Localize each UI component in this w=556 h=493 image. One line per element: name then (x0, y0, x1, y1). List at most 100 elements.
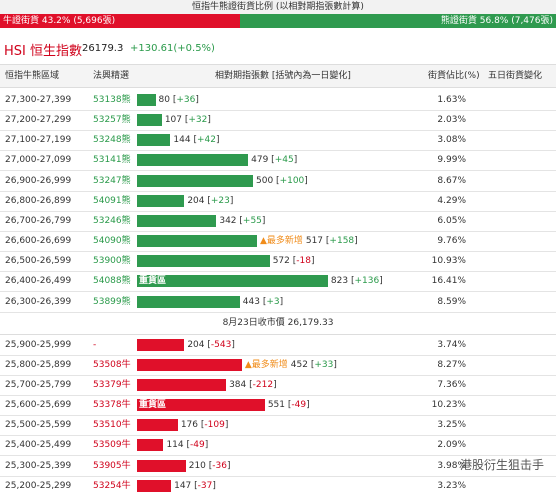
count-label: ▲最多新增 452 [+33] (244, 359, 337, 370)
range: 25,800-25,899 (5, 359, 72, 370)
count: 204 (187, 339, 205, 350)
range: 26,700-26,799 (5, 215, 72, 226)
table-row: 25,700-25,799 53379牛 384 [-212] 7.36% (0, 375, 556, 396)
index-value: 26179.3 (82, 43, 124, 54)
count-bar (137, 214, 217, 227)
count: 80 (158, 95, 170, 105)
new-tag: ▲最多新增 (259, 236, 303, 247)
count-label: 479 [+45] (251, 155, 298, 166)
pct: 3.25% (437, 420, 466, 431)
pct: 8.59% (437, 296, 466, 307)
bull-label: 牛證街貨 43.2% (5,696張) (3, 16, 116, 26)
column-header: 恒指牛熊區域 (5, 71, 60, 81)
change: -109 (204, 420, 225, 431)
count-bar (137, 378, 227, 391)
count-label: 551 [-49] (267, 400, 310, 411)
table-row: 27,200-27,299 53257熊 107 [+32] 2.03% (0, 110, 556, 132)
code: 53905牛 (93, 460, 131, 471)
count: 107 (164, 115, 182, 126)
pct: 2.03% (437, 115, 466, 126)
column-header: 街貨佔比(%) (428, 71, 480, 81)
count-bar (137, 194, 185, 207)
column-header: 五日街貨變化 (488, 71, 543, 81)
count: 114 (166, 440, 184, 451)
change: -37 (197, 480, 213, 491)
table-row: 25,800-25,899 53508牛 ▲最多新增 452 [+33] 8.27% (0, 355, 556, 376)
count-bar (137, 275, 328, 288)
range: 26,800-26,899 (5, 195, 72, 206)
change: +100 (279, 175, 305, 186)
range: 25,200-25,299 (5, 480, 72, 491)
table-row: 25,600-25,699 53378牛 重貨區 551 [-49] 10.23% (0, 395, 556, 417)
table-row: 26,300-26,399 53899熊 443 [+3] 8.59% (0, 292, 556, 313)
code: 53900熊 (93, 256, 131, 267)
range: 27,100-27,199 (5, 135, 72, 146)
change: +136 (354, 276, 380, 287)
count: 452 (290, 359, 308, 370)
change: +32 (188, 115, 208, 126)
count-bar (137, 174, 253, 187)
count-bar (137, 439, 164, 452)
count-bar (137, 295, 240, 308)
change: +55 (242, 215, 262, 226)
range: 26,600-26,699 (5, 236, 72, 247)
table-row: 26,900-26,999 53247熊 500 [+100] 8.67% (0, 171, 556, 192)
count-bar (137, 134, 171, 147)
count-bar (137, 235, 257, 248)
count: 342 (219, 215, 237, 226)
count: 144 (173, 135, 191, 146)
code: 53257熊 (93, 115, 131, 126)
table-header: 恒指牛熊區域 法興精選 相對期指張數 [括號內為一日變化] 街貨佔比(%) 五日街貨變化 (0, 64, 556, 88)
count-bar (137, 94, 156, 106)
table-row: 25,200-25,299 53254牛 147 [-37] 3.23% (0, 476, 556, 493)
table-row: 27,000-27,099 53141熊 479 [+45] 9.99% (0, 150, 556, 172)
code: 53510牛 (93, 420, 131, 431)
pct: 7.36% (437, 379, 466, 390)
pct: 1.63% (437, 95, 466, 105)
count-label: 176 [-109] (180, 420, 229, 431)
count-label: ▲最多新增 517 [+158] (259, 236, 358, 247)
title: 恒指牛熊證街貨比例 (以相對期指張數計算) (0, 0, 556, 14)
watermark: 港股衍生狙击手 (459, 456, 544, 473)
count-label: 114 [-49] (166, 440, 209, 451)
code: 53254牛 (93, 480, 131, 491)
pct: 8.67% (437, 175, 466, 186)
change: +42 (196, 135, 216, 146)
count-label: 384 [-212] (229, 379, 277, 390)
change: -49 (190, 440, 205, 451)
range: 25,700-25,799 (5, 379, 72, 390)
change: +33 (314, 359, 334, 370)
count-label: 342 [+55] (219, 215, 266, 226)
count-label: 147 [-37] (174, 480, 216, 491)
share-bar: 牛證街貨 43.2% (5,696張) 熊證街貨 56.8% (7,476張) (0, 14, 556, 28)
count-label: 107 [+32] (164, 115, 211, 126)
table-row: 26,800-26,899 54091熊 204 [+23] 4.29% (0, 191, 556, 212)
table-row: 26,400-26,499 54088熊 重貨區 823 [+136] 16.41% (0, 271, 556, 293)
pct: 4.29% (437, 195, 466, 206)
code: 54091熊 (93, 195, 131, 206)
count-label: 572 [-18] (272, 256, 315, 267)
count: 384 (229, 379, 247, 390)
heavy-tag: 重貨區 (139, 400, 167, 411)
bear-label: 熊證街貨 56.8% (7,476張) (440, 16, 553, 26)
pct: 3.08% (437, 135, 466, 146)
change: +45 (274, 155, 294, 166)
count-label: 204 [+23] (187, 195, 234, 206)
count: 176 (180, 420, 199, 431)
code: 53247熊 (93, 175, 131, 186)
count: 551 (267, 400, 286, 411)
count: 210 (188, 460, 206, 471)
range: 25,300-25,399 (5, 460, 72, 471)
count-bar (137, 114, 162, 127)
range: 26,500-26,599 (5, 256, 72, 267)
change: -36 (212, 460, 227, 471)
change: -543 (210, 339, 232, 350)
code: 53248熊 (93, 135, 131, 146)
table-row: 27,300-27,399 53138熊 80 [+36] 1.63% (0, 90, 556, 111)
code: 53246熊 (93, 215, 131, 226)
table-row: 26,700-26,799 53246熊 342 [+55] 6.05% (0, 211, 556, 232)
code: 53141熊 (93, 155, 131, 166)
table-row: 25,900-25,999 - 204 [-543] 3.74% (0, 335, 556, 356)
range: 27,000-27,099 (5, 155, 72, 166)
change: -49 (291, 400, 307, 411)
